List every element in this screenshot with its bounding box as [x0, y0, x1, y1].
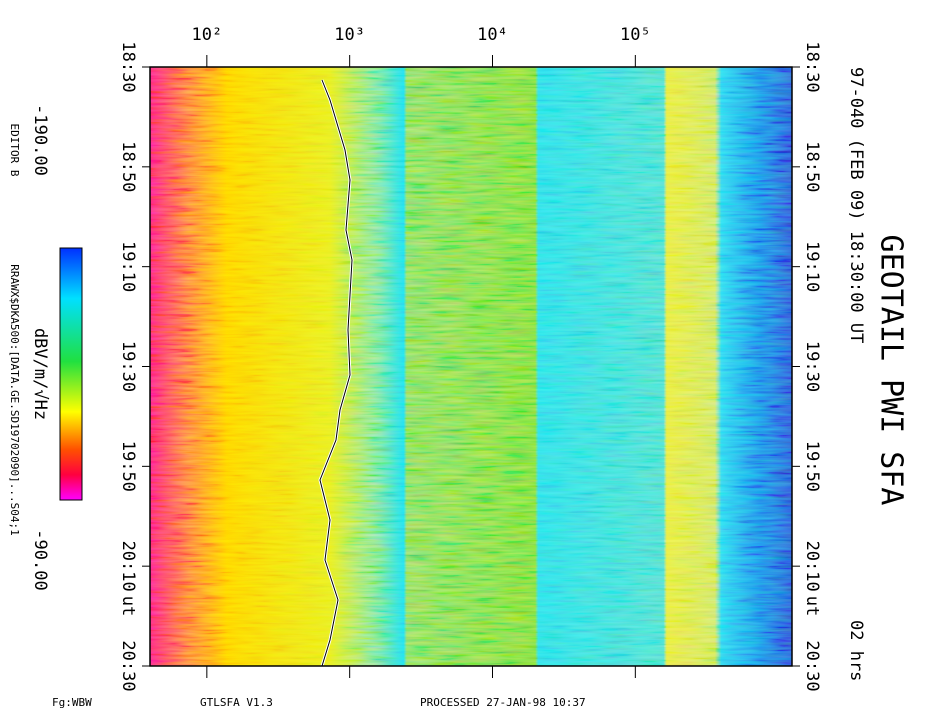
y-tick-label: 20:30 [802, 640, 822, 691]
colorbar-label: dBV/m/√Hz [30, 328, 50, 420]
y-tick-label: 19:30 [118, 341, 138, 392]
y-tick-label: 19:10 [802, 241, 822, 292]
spectrogram [149, 66, 793, 667]
y-tick-label: 18:50 [118, 141, 138, 192]
chart-subtitle: 97-040 (FEB 09) 18:30:00 UT [846, 67, 866, 343]
colorbar-max: -90.00 [30, 529, 50, 590]
x-tick-label: 10⁴ [477, 25, 508, 45]
y-tick-label: 18:50 [802, 141, 822, 192]
colorbar-min: -190.00 [30, 104, 50, 176]
time-unit: ut [802, 596, 822, 616]
file: RRAWX$DKA500:[DATA.GE.SD19702090]...S04;… [8, 264, 21, 536]
footer-version: GTLSFA V1.3 [200, 696, 273, 709]
y-tick-label: 19:30 [802, 341, 822, 392]
y-tick-label: 19:10 [118, 241, 138, 292]
y-tick-label: 20:30 [118, 640, 138, 691]
x-tick-label: 10³ [334, 25, 365, 45]
x-tick-label: 10⁵ [620, 25, 651, 45]
y-tick-label: 18:30 [802, 41, 822, 92]
footer-fg: Fg:WBW [52, 696, 92, 709]
y-tick-label: 18:30 [118, 41, 138, 92]
editor: EDITOR B [8, 124, 21, 177]
y-tick-label: 20:10 [802, 541, 822, 592]
y-tick-label: 20:10 [118, 541, 138, 592]
x-tick-label: 10² [191, 25, 222, 45]
y-tick-label: 19:50 [802, 441, 822, 492]
footer-processed: PROCESSED 27-JAN-98 10:37 [420, 696, 586, 709]
time-unit: ut [118, 596, 138, 616]
chart-title: GEOTAIL PWI SFA [874, 235, 909, 506]
y-tick-label: 19:50 [118, 441, 138, 492]
duration: 02 hrs [846, 620, 866, 681]
colorbar [59, 247, 83, 501]
